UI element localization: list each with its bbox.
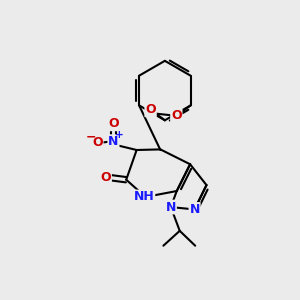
Text: NH: NH: [134, 190, 154, 203]
Text: N: N: [189, 203, 200, 216]
Text: +: +: [114, 130, 123, 140]
Text: O: O: [100, 171, 111, 184]
Text: N: N: [166, 201, 176, 214]
Text: O: O: [92, 136, 103, 149]
Text: O: O: [145, 103, 156, 116]
Text: N: N: [108, 135, 118, 148]
Text: O: O: [108, 117, 119, 130]
Text: −: −: [86, 130, 97, 143]
Text: O: O: [171, 109, 181, 122]
